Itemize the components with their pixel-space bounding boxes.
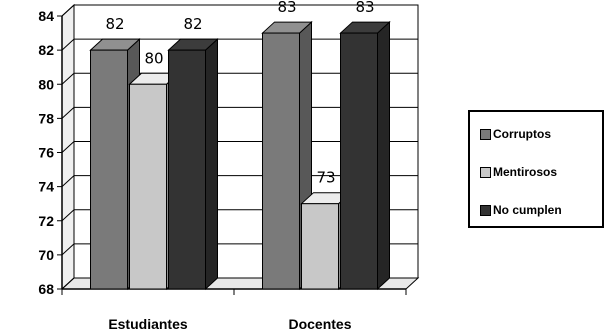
bar-no-cumplen-estudiantes [168, 49, 206, 290]
data-label: 83 [277, 0, 296, 16]
legend-swatch-no-cumplen [480, 204, 491, 216]
bar-corruptos-docentes [262, 32, 300, 290]
gridline-side [61, 107, 75, 119]
data-label: 83 [355, 0, 374, 16]
y-tick-label: 84 [38, 8, 54, 24]
legend-label-mentirosos: Mentirosos [493, 165, 558, 179]
bar-side [205, 37, 218, 291]
x-tick-label: Docentes [288, 316, 351, 332]
y-tick-label: 80 [38, 76, 54, 92]
bar-corruptos-estudiantes [90, 49, 128, 290]
legend-label-no-cumplen: No cumplen [493, 203, 562, 217]
y-tick-label: 78 [38, 110, 54, 126]
legend-item-no-cumplen: No cumplen [480, 202, 562, 218]
bar-mentirosos-docentes [301, 203, 339, 290]
data-label: 73 [316, 169, 335, 187]
bar-no-cumplen-docentes [340, 32, 378, 290]
bar-mentirosos-estudiantes [129, 83, 167, 290]
legend-item-corruptos: Corruptos [480, 126, 551, 142]
legend-item-mentirosos: Mentirosos [480, 164, 557, 180]
bar-side [377, 20, 390, 291]
gridline-side [61, 209, 75, 222]
data-label: 80 [144, 49, 163, 67]
y-tick-label: 68 [38, 281, 54, 297]
y-tick-label: 72 [38, 213, 54, 229]
legend-swatch-corruptos [480, 128, 491, 140]
gridline-side [61, 141, 75, 153]
gridline-side [61, 4, 75, 17]
x-tick-label: Estudiantes [108, 316, 188, 332]
data-label: 82 [183, 15, 202, 33]
gridline-side [61, 277, 75, 290]
gridline-side [61, 243, 75, 256]
y-tick-label: 74 [38, 179, 54, 195]
gridline-side [61, 72, 75, 85]
legend-label-corruptos: Corruptos [493, 127, 551, 141]
legend: Corruptos Mentirosos No cumplen [468, 110, 604, 228]
y-tick-label: 76 [38, 145, 54, 161]
gridline-side [61, 175, 75, 187]
legend-swatch-mentirosos [480, 166, 491, 178]
data-label: 82 [105, 15, 124, 33]
gridline-side [61, 38, 75, 51]
y-tick-label: 82 [38, 42, 54, 58]
y-tick-label: 70 [38, 247, 54, 263]
